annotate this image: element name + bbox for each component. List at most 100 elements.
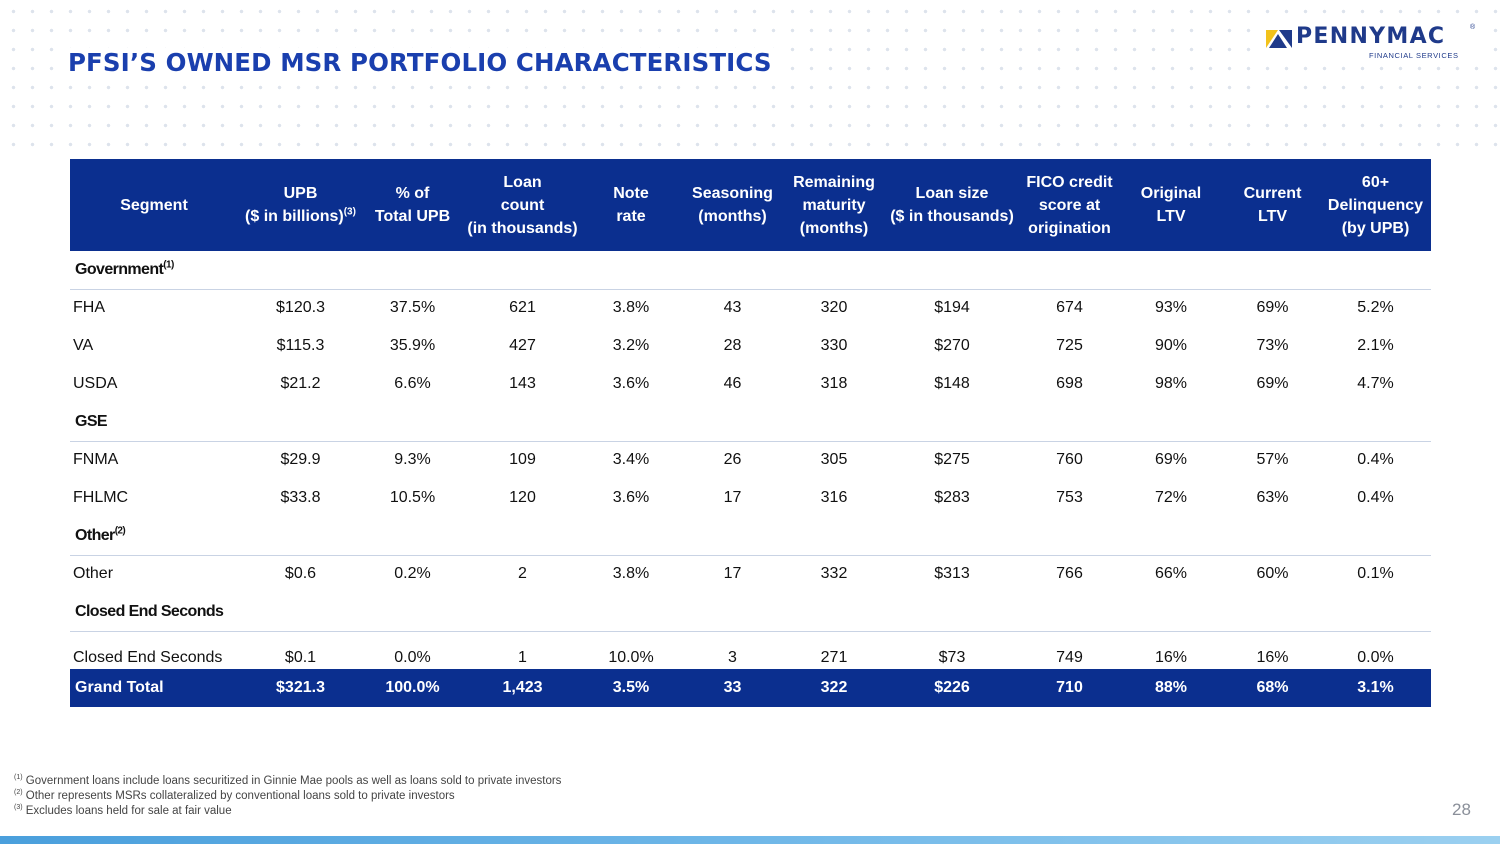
group-label: Closed End Seconds	[75, 602, 224, 620]
value-cell: 9.3%	[394, 451, 431, 469]
column-header-line: Remaining	[793, 173, 875, 191]
column-header-line: origination	[1028, 219, 1111, 237]
group-label-cell: GSE	[70, 403, 1431, 442]
column-header-line: Current	[1243, 185, 1302, 202]
value-cell: 16%	[1154, 649, 1188, 666]
total-value-cell: 322	[786, 669, 882, 707]
value-cell: 69%	[1154, 451, 1188, 469]
group-label-cell: Closed End Seconds	[70, 593, 1431, 632]
segment-cell: FNMA	[73, 451, 119, 469]
pennymac-logo: PENNYMAC ® FINANCIAL SERVICES	[1262, 22, 1482, 64]
value-cell: 0.0%	[394, 649, 431, 666]
value-cell: 271	[820, 649, 848, 666]
column-header-line: FICO credit	[1026, 173, 1113, 191]
logo-registered-mark: ®	[1470, 24, 1476, 31]
value-cell: 35.9%	[389, 337, 436, 354]
total-label-cell: Grand Total	[70, 669, 238, 707]
value-cell: 57%	[1256, 451, 1289, 469]
column-header-line: UPB	[283, 185, 318, 202]
column-header: Seasoning (months)	[679, 159, 786, 251]
value-cell: 318	[820, 375, 848, 392]
page-title: PFSI’S OWNED MSR PORTFOLIO CHARACTERISTI…	[68, 48, 778, 77]
value-cell: 3.8%	[612, 565, 650, 583]
column-header-line: LTV	[1156, 208, 1186, 225]
column-header-line: (months)	[698, 208, 767, 225]
value-cell: 0.1%	[1357, 565, 1394, 583]
value-cell: 0.0%	[1357, 649, 1394, 666]
value-cell: 725	[1056, 337, 1083, 354]
segment-cell: USDA	[73, 375, 118, 392]
value-cell: 3.8%	[612, 299, 650, 317]
group-row: Government(1)	[70, 251, 1431, 290]
group-label-cell: Government(1)	[70, 251, 1431, 290]
value-cell: 1	[518, 649, 527, 666]
segment-cell: FHA	[73, 299, 105, 317]
total-value-cell: 88%	[1117, 669, 1225, 707]
value-cell: 621	[509, 299, 536, 317]
msr-portfolio-table: Segment UPB ($ in billions)(3) % of Total UP…	[70, 159, 1431, 707]
column-header: Note rate	[583, 159, 679, 251]
value-cell: $283	[934, 489, 970, 506]
value-cell: $313	[934, 565, 970, 583]
value-cell: 28	[723, 337, 742, 354]
column-header-line: ($ in billions)	[245, 208, 344, 225]
value-cell: 43	[723, 299, 742, 317]
segment-cell: Closed End Seconds	[73, 649, 223, 666]
column-header-line: (by UPB)	[1341, 219, 1410, 237]
value-cell: 93%	[1154, 299, 1188, 317]
logo-wordmark: PENNYMAC	[1296, 24, 1446, 49]
value-cell: $115.3	[276, 337, 325, 354]
column-header: Remaining maturity (months)	[786, 159, 882, 251]
table-header-row: Segment UPB ($ in billions)(3) % of Total UP…	[70, 159, 1431, 251]
footnote-text: Excludes loans held for sale at fair val…	[25, 805, 232, 817]
footnote-marker: (3)	[343, 206, 356, 218]
segment-cell: VA	[73, 337, 94, 354]
value-cell: 3.6%	[612, 375, 650, 392]
table-row: Other $0.6 0.2% 2 3.8% 17 332 $313 766 66% 60% 0.1%	[70, 555, 1431, 593]
value-cell: 305	[820, 451, 848, 469]
total-value-cell: 1,423	[462, 669, 583, 707]
column-header-line: maturity	[802, 196, 866, 214]
value-cell: 66%	[1154, 565, 1188, 583]
group-label: Other	[75, 526, 115, 544]
group-label: GSE	[75, 412, 108, 430]
table-row: FHLMC $33.8 10.5% 120 3.6% 17 316 $283 753 72% 63%…	[70, 479, 1431, 517]
total-value-cell: $226	[882, 669, 1022, 707]
group-row: Other(2)	[70, 517, 1431, 556]
total-value-cell: 3.5%	[583, 669, 679, 707]
value-cell: 760	[1056, 451, 1083, 469]
value-cell: 69%	[1256, 299, 1289, 317]
value-cell: 143	[509, 375, 536, 392]
segment-cell: Other	[73, 565, 114, 583]
value-cell: 16%	[1256, 649, 1289, 666]
value-cell: $120.3	[276, 299, 325, 317]
column-header-line: Original	[1140, 185, 1202, 202]
value-cell: 120	[509, 489, 536, 506]
value-cell: 316	[820, 489, 848, 506]
value-cell: 10.0%	[608, 649, 654, 666]
column-header-line: Loan size	[915, 185, 989, 202]
value-cell: 3.2%	[612, 337, 650, 354]
value-cell: 2.1%	[1357, 337, 1394, 354]
value-cell: 3.6%	[612, 489, 650, 506]
value-cell: $73	[938, 649, 966, 666]
footnote-text: Other represents MSRs collateralized by …	[25, 790, 455, 802]
footnote-marker: (1)	[163, 259, 174, 271]
value-cell: 17	[723, 565, 742, 583]
value-cell: 26	[723, 451, 742, 469]
column-header: FICO credit score at origination	[1022, 159, 1117, 251]
table-row: Closed End Seconds $0.1 0.0% 1 10.0% 3 271 $73 7…	[70, 631, 1431, 669]
value-cell: 330	[820, 337, 848, 354]
column-header-line: LTV	[1257, 208, 1288, 225]
value-cell: 6.6%	[394, 375, 431, 392]
footnote-marker: (1)	[14, 774, 23, 782]
value-cell: 4.7%	[1357, 375, 1394, 392]
group-label-cell: Other(2)	[70, 517, 1431, 556]
column-header-line: Seasoning	[692, 185, 773, 202]
column-header: Original LTV	[1117, 159, 1225, 251]
total-value-cell: 100.0%	[363, 669, 462, 707]
column-header-line: Segment	[120, 196, 188, 214]
column-header: Loan size ($ in thousands)	[882, 159, 1022, 251]
table-row: FHA $120.3 37.5% 621 3.8% 43 320 $194 674 93% 69% 5…	[70, 289, 1431, 327]
value-cell: 60%	[1256, 565, 1289, 583]
